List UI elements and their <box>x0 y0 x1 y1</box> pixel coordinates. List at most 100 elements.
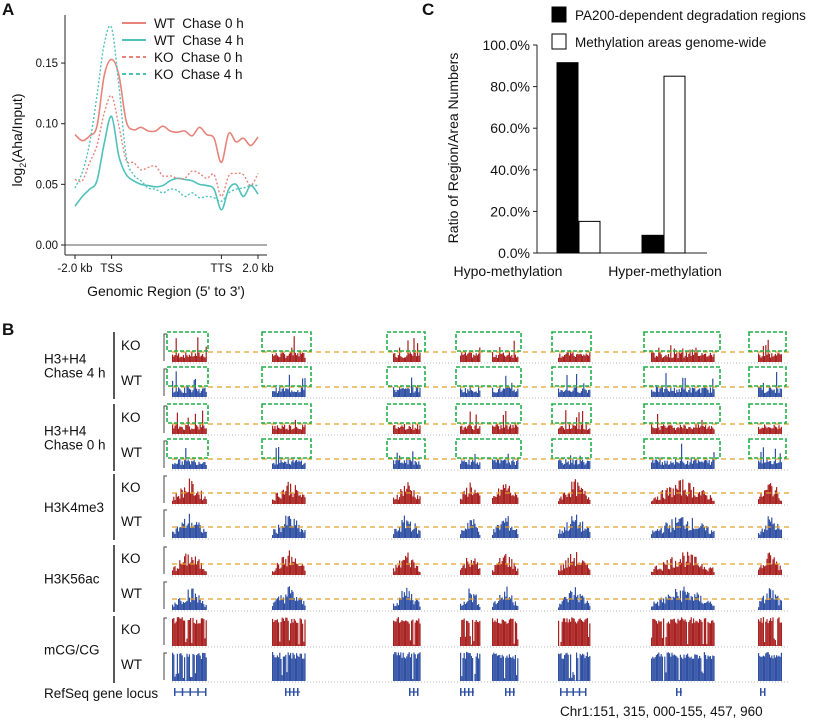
signal-bar <box>560 357 562 362</box>
gene-exon <box>289 688 291 696</box>
signal-bar <box>182 678 184 681</box>
signal-bar <box>414 427 416 434</box>
signal-bar <box>472 459 474 469</box>
signal-bar <box>758 499 760 504</box>
signal-bar <box>585 390 587 397</box>
signal-bar <box>699 461 701 469</box>
signal-bar <box>659 499 661 504</box>
row-label-ko: KO <box>121 480 141 495</box>
signal-bar <box>764 356 766 362</box>
signal-bar <box>652 619 654 646</box>
signal-bar <box>194 462 196 469</box>
signal-bar <box>415 356 417 362</box>
signal-bar <box>272 606 274 610</box>
signal-bar <box>589 351 591 362</box>
signal-bar <box>759 601 761 610</box>
signal-bar <box>409 393 411 397</box>
signal-bar <box>202 354 204 362</box>
signal-bar <box>205 531 207 538</box>
signal-bar <box>403 485 405 504</box>
signal-bar <box>700 355 702 362</box>
signal-bar <box>203 498 205 504</box>
signal-bar <box>697 594 699 610</box>
signal-bar <box>513 643 515 646</box>
signal-bar <box>297 491 299 504</box>
signal-bar <box>707 427 709 434</box>
signal-bar <box>173 654 175 681</box>
signal-bar <box>514 392 516 397</box>
signal-bar <box>516 461 518 469</box>
y-tick-label: 0.0% <box>498 245 530 261</box>
signal-bar <box>291 390 293 397</box>
signal-bar <box>578 463 580 469</box>
signal-bar <box>516 623 518 646</box>
signal-bar <box>688 530 690 538</box>
signal-bar <box>659 352 661 362</box>
x-tick-label: TSS <box>100 263 123 275</box>
signal-bar <box>395 428 397 434</box>
signal-bar <box>393 353 395 362</box>
signal-bar <box>690 554 692 575</box>
track-scale-bracket <box>163 546 167 574</box>
signal-bar <box>475 391 477 397</box>
signal-bar <box>776 463 778 469</box>
signal-bar <box>397 617 399 646</box>
signal-bar <box>687 428 689 434</box>
signal-bar <box>300 460 302 469</box>
signal-bar <box>464 636 466 646</box>
signal-bar <box>770 657 772 681</box>
signal-bar <box>774 392 776 397</box>
signal-bar <box>516 425 518 434</box>
signal-bar <box>415 387 417 397</box>
signal-bar <box>767 623 769 646</box>
signal-bar <box>401 462 403 469</box>
signal-bar <box>204 496 206 504</box>
signal-bar <box>558 460 560 469</box>
signal-bar <box>654 530 656 538</box>
signal-bar <box>697 622 699 646</box>
signal-bar <box>564 492 566 504</box>
signal-bar <box>586 354 588 362</box>
signal-bar <box>191 392 193 397</box>
signal-bar <box>684 355 686 362</box>
signal-bar <box>673 618 675 646</box>
signal-bar <box>701 621 703 646</box>
signal-bar <box>511 354 513 362</box>
signal-bar <box>184 602 186 610</box>
signal-bar <box>695 347 697 362</box>
signal-bar <box>396 494 398 504</box>
signal-bar <box>415 658 417 681</box>
signal-bar <box>762 655 764 681</box>
signal-bar <box>713 622 715 646</box>
signal-bar <box>658 531 660 538</box>
signal-bar <box>654 392 656 397</box>
signal-bar <box>778 528 780 538</box>
signal-bar <box>566 618 568 646</box>
signal-bar <box>187 656 189 681</box>
signal-bar <box>406 488 408 504</box>
signal-bar <box>511 526 513 538</box>
signal-bar <box>401 425 403 434</box>
signal-bar <box>513 389 515 397</box>
signal-bar <box>659 388 661 397</box>
signal-bar <box>172 618 174 646</box>
signal-bar <box>568 619 570 646</box>
signal-bar <box>696 592 698 610</box>
signal-bar <box>694 352 696 362</box>
signal-bar <box>302 658 304 681</box>
signal-bar <box>582 356 584 362</box>
signal-bar <box>402 652 404 681</box>
signal-bar <box>774 563 776 575</box>
signal-bar <box>576 514 578 538</box>
signal-bar <box>684 591 686 610</box>
signal-bar <box>653 352 655 362</box>
signal-bar <box>574 566 576 575</box>
signal-bar <box>192 461 194 469</box>
signal-bar <box>690 489 692 504</box>
signal-bar <box>677 392 679 397</box>
signal-bar <box>560 565 562 575</box>
signal-bar <box>199 424 201 434</box>
signal-bar <box>564 429 566 434</box>
signal-bar <box>561 499 563 504</box>
signal-bar <box>511 495 513 504</box>
